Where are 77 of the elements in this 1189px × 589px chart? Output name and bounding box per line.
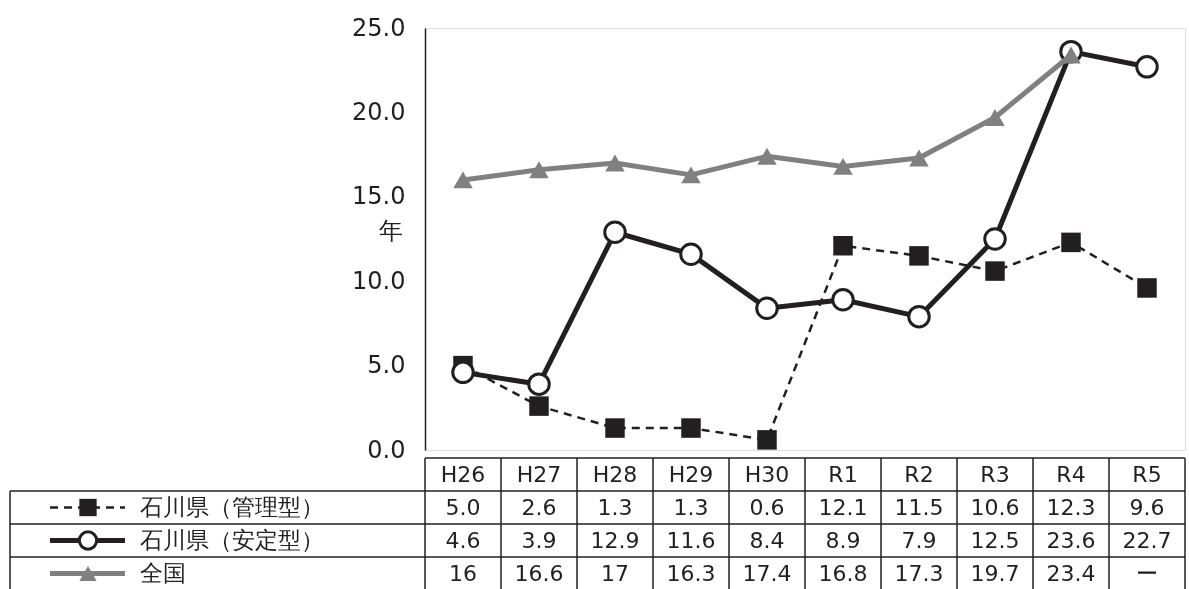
data-label: 2.6 [521, 494, 557, 520]
point [833, 157, 853, 175]
point [681, 166, 701, 184]
data-label: 16.6 [514, 560, 564, 586]
data-label: 12.9 [590, 527, 640, 553]
point [679, 242, 703, 266]
point [529, 161, 549, 179]
data-label: 5.0 [445, 494, 481, 520]
data-label: 9.6 [1129, 494, 1165, 520]
x-tick-label: R1 [828, 461, 858, 487]
data-label: 11.5 [894, 494, 944, 520]
point [983, 227, 1007, 251]
point [909, 246, 929, 266]
text: ー [1136, 560, 1158, 586]
data-label: 0.6 [749, 494, 785, 520]
point [757, 430, 777, 450]
data-label: 19.7 [970, 560, 1020, 586]
legend-label: 石川県（管理型） [140, 493, 324, 520]
x-tick-label: H28 [592, 461, 638, 487]
data-label: 1.3 [597, 494, 633, 520]
x-tick-label: R2 [904, 461, 934, 487]
y-tick-label: 15.0 [352, 182, 406, 211]
point [603, 220, 627, 244]
data-label: 12.1 [818, 494, 868, 520]
point [907, 304, 931, 329]
point [755, 296, 779, 320]
point [833, 236, 853, 256]
data-label: 10.6 [970, 494, 1020, 520]
data-label: 17.3 [894, 560, 944, 586]
point [605, 154, 625, 172]
data-label: 8.4 [749, 527, 785, 553]
data-label: 16.3 [666, 560, 716, 586]
point [451, 360, 475, 385]
data-label: 11.6 [666, 527, 716, 553]
data-label: 12.3 [1046, 494, 1096, 520]
data-label: 23.6 [1046, 527, 1096, 553]
x-tick-label: H26 [440, 461, 486, 487]
data-label: 17.4 [742, 560, 792, 586]
point [529, 396, 549, 416]
x-tick-label: H27 [516, 461, 562, 487]
point [681, 418, 701, 438]
x-tick-label: H30 [744, 461, 790, 487]
x-tick-label: R3 [980, 461, 1010, 487]
data-label: 23.4 [1046, 560, 1096, 586]
y-axis-title: 年 [378, 216, 403, 245]
data-label: 22.7 [1122, 527, 1172, 553]
point [831, 288, 855, 312]
data-label: 1.3 [673, 494, 709, 520]
point [909, 149, 929, 167]
x-tick-label: R4 [1056, 461, 1086, 487]
point [1135, 55, 1159, 79]
data-label: 4.6 [445, 527, 481, 553]
data-label: 17 [601, 560, 629, 586]
y-tick-label: 20.0 [352, 97, 406, 126]
point [985, 261, 1005, 281]
y-tick-label: 5.0 [367, 351, 406, 380]
data-label: 3.9 [521, 527, 557, 553]
point [1061, 46, 1081, 64]
y-tick-label: 25.0 [352, 13, 406, 42]
data-label: 7.9 [901, 527, 937, 553]
data-label: 16.8 [818, 560, 868, 586]
point [453, 171, 473, 189]
legend-label: 全国 [140, 559, 186, 586]
point [985, 109, 1005, 126]
point [1137, 278, 1157, 298]
y-tick-label: 10.0 [352, 266, 406, 295]
data-label: 12.5 [970, 527, 1020, 553]
point [527, 372, 551, 396]
y-tick-label: 0.0 [367, 435, 406, 464]
data-label: 16 [449, 560, 477, 586]
x-tick-label: R5 [1132, 461, 1162, 487]
data-label: 8.9 [825, 527, 861, 553]
legend-label: 石川県（安定型） [140, 526, 324, 553]
point [605, 418, 625, 438]
point [757, 147, 777, 165]
x-tick-label: H29 [668, 461, 714, 487]
point [1061, 232, 1081, 253]
